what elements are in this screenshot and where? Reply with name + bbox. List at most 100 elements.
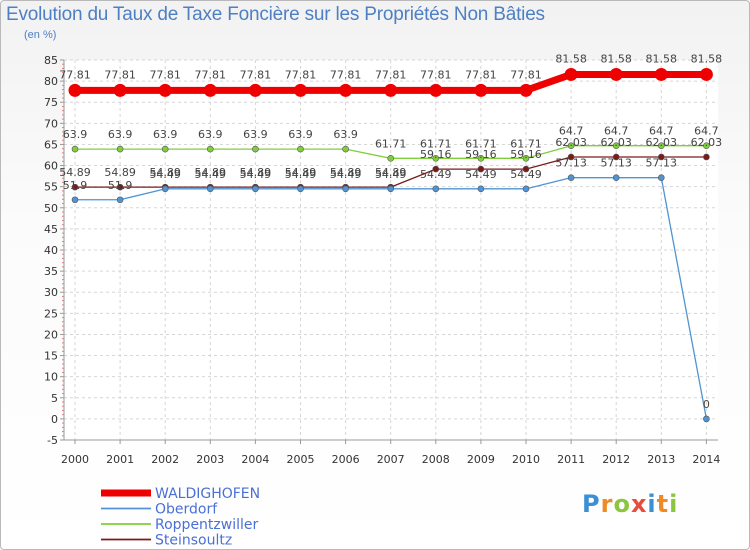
logo-letter: i [647, 490, 657, 518]
data-point [207, 145, 214, 153]
data-point [657, 153, 665, 161]
data-point [699, 67, 713, 81]
data-point [703, 415, 710, 423]
data-point [657, 174, 665, 181]
data-point [339, 83, 353, 97]
x-tick-label: 2004 [241, 453, 269, 466]
data-label: 61.71 [465, 137, 497, 150]
data-label: 54.89 [195, 166, 227, 179]
data-label: 63.9 [333, 128, 358, 141]
y-tick-label: 15 [44, 350, 58, 363]
data-label: 81.58 [555, 52, 587, 65]
x-tick-label: 2012 [602, 453, 630, 466]
data-point [203, 83, 217, 97]
data-label: 61.71 [375, 137, 407, 150]
data-label: 54.49 [195, 168, 227, 181]
series [68, 67, 713, 423]
data-label: 54.49 [375, 168, 407, 181]
y-tick-label: 55 [44, 181, 58, 194]
data-label: 54.89 [149, 166, 181, 179]
data-point [522, 185, 530, 193]
data-point [342, 185, 349, 193]
data-label: 57.13 [646, 157, 678, 170]
data-label: 81.58 [691, 52, 723, 65]
y-tick-label: 40 [44, 244, 58, 257]
logo-letter: r [600, 490, 614, 518]
chart-title: Evolution du Taux de Taxe Foncière sur l… [6, 4, 545, 25]
y-tick-label: 85 [44, 54, 58, 67]
data-point [703, 142, 710, 150]
x-tick-label: 2014 [692, 453, 720, 466]
data-label: 63.9 [153, 128, 178, 141]
x-tick-label: 2005 [287, 453, 315, 466]
data-point [207, 185, 214, 193]
legend-label-steinsoultz: Steinsoultz [155, 533, 232, 549]
data-point [432, 185, 440, 193]
data-label: 63.9 [198, 128, 223, 141]
data-label: 77.81 [149, 68, 181, 81]
data-point [477, 165, 485, 173]
data-point [297, 145, 304, 153]
data-label: 54.49 [330, 168, 362, 181]
data-label: 81.58 [646, 52, 678, 65]
data-point [294, 83, 307, 97]
data-label: 77.81 [510, 68, 542, 81]
data-label: 77.81 [240, 68, 272, 81]
data-point [429, 83, 443, 97]
data-point [113, 83, 127, 97]
data-label: 64.7 [694, 125, 719, 138]
data-point [612, 174, 620, 181]
data-point [609, 67, 623, 81]
y-tick-label: 30 [44, 286, 58, 299]
data-point [477, 185, 485, 193]
data-labels: 77.81 77.81 77.81 77.81 77.81 77.81 77.81 77.81… [59, 52, 722, 410]
data-label: 54.89 [59, 166, 91, 179]
data-point [71, 183, 79, 191]
x-tick-label: 2002 [151, 453, 179, 466]
data-point [522, 155, 530, 162]
data-label: 63.9 [243, 128, 268, 141]
data-point [342, 145, 349, 153]
data-label: 54.49 [240, 168, 272, 181]
y-tick-label: 65 [44, 138, 58, 151]
data-label: 54.89 [240, 166, 272, 179]
data-point [158, 83, 172, 97]
y-tick-label: 50 [44, 202, 58, 215]
legend: WALDIGHOFENOberdorfRoppentzwillerSteinso… [101, 486, 260, 549]
data-label: 54.49 [285, 168, 317, 181]
data-label: 57.13 [600, 157, 632, 170]
data-label: 63.9 [108, 128, 133, 141]
data-point [116, 183, 124, 191]
y-tick-label: 25 [44, 307, 58, 320]
legend-label-roppentzwiller: Roppentzwiller [155, 517, 258, 533]
data-point [519, 83, 533, 97]
data-point [657, 142, 665, 150]
data-point [703, 153, 710, 161]
data-label: 64.7 [649, 125, 674, 138]
y-tick-label: 45 [44, 223, 58, 236]
y-tick-label: -5 [47, 434, 58, 447]
logo-letter: x [630, 490, 648, 518]
x-tick-label: 2000 [61, 453, 89, 466]
data-point [252, 145, 259, 153]
data-label: 81.58 [600, 52, 632, 65]
data-point [161, 145, 169, 153]
data-label: 59.16 [510, 148, 542, 161]
data-label: 61.71 [420, 137, 452, 150]
data-label: 54.89 [285, 166, 317, 179]
data-point [432, 165, 440, 173]
data-point [161, 185, 169, 193]
data-point [387, 155, 395, 162]
data-label: 62.03 [555, 136, 587, 149]
data-point [68, 83, 82, 97]
data-label: 51.9 [108, 179, 133, 192]
data-point [71, 145, 79, 153]
x-tick-label: 2001 [106, 453, 134, 466]
data-label: 54.49 [510, 168, 542, 181]
y-tick-label: 35 [44, 265, 58, 278]
data-point [612, 142, 620, 150]
data-point [654, 67, 668, 81]
data-label: 59.16 [465, 148, 497, 161]
data-label: 54.89 [375, 166, 407, 179]
data-point [522, 165, 530, 173]
